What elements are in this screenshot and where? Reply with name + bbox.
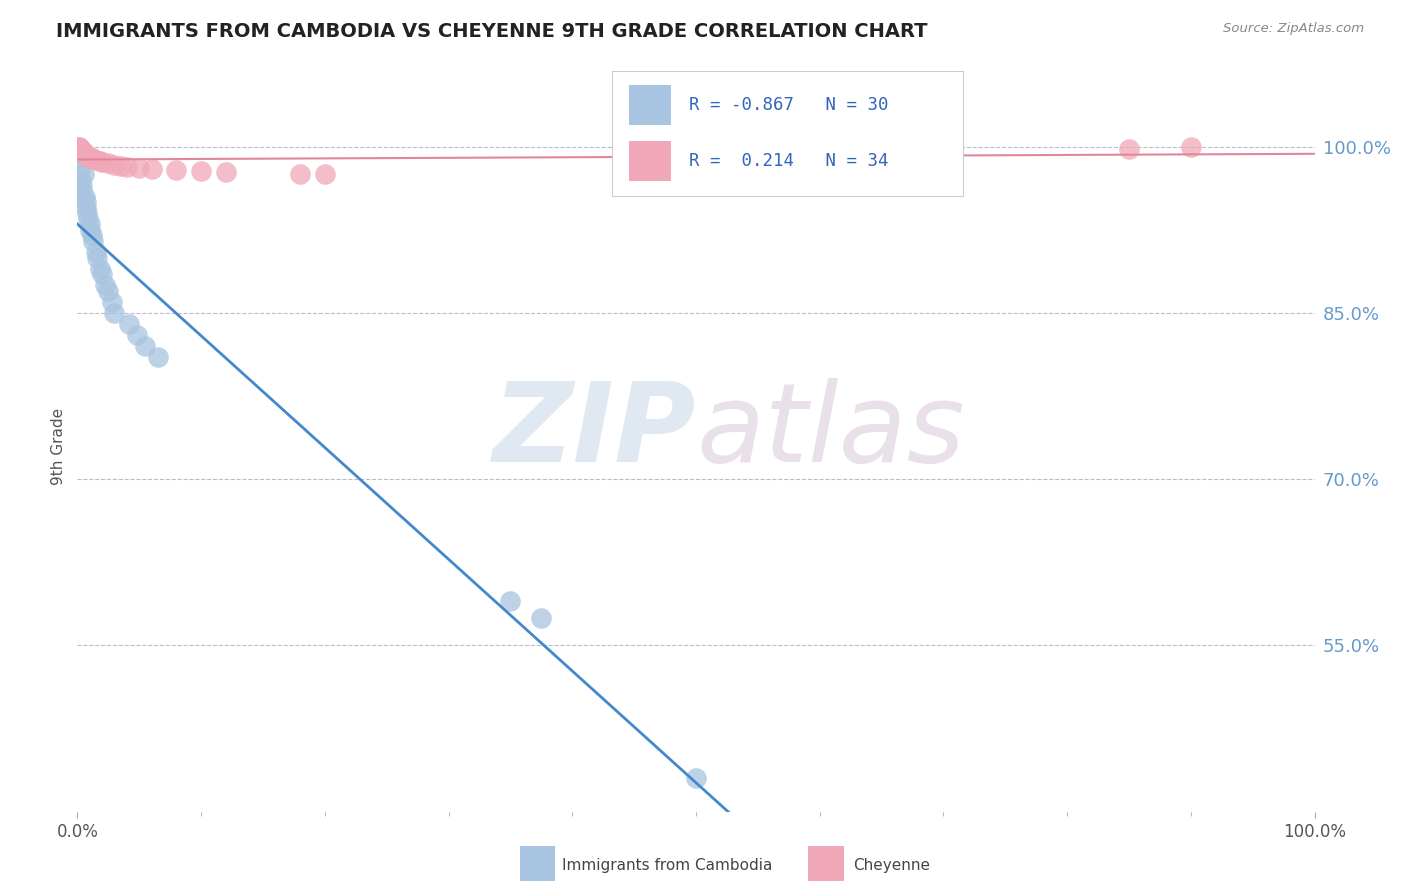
Point — [69, 151, 91, 165]
Point — [72, 145, 94, 159]
Point — [79, 218, 101, 232]
Point — [76, 148, 98, 162]
Point — [72, 146, 94, 161]
Point — [146, 351, 169, 365]
Point — [89, 261, 111, 276]
Text: ZIP: ZIP — [492, 378, 696, 485]
Point — [72, 145, 94, 160]
Point — [80, 151, 103, 165]
Point — [77, 211, 100, 226]
Text: R = -0.867   N = 30: R = -0.867 N = 30 — [689, 96, 889, 114]
Point — [75, 147, 97, 161]
Point — [82, 151, 104, 165]
Point — [89, 154, 111, 169]
Point — [72, 178, 94, 193]
Y-axis label: 9th Grade: 9th Grade — [51, 408, 66, 484]
Point — [110, 159, 132, 173]
Point — [103, 306, 125, 320]
Point — [67, 140, 90, 154]
Point — [1180, 140, 1202, 154]
Text: R =  0.214   N = 34: R = 0.214 N = 34 — [689, 153, 889, 170]
Point — [77, 148, 100, 162]
Point — [69, 141, 91, 155]
Point — [73, 147, 96, 161]
Point — [70, 143, 93, 157]
Text: Source: ZipAtlas.com: Source: ZipAtlas.com — [1223, 22, 1364, 36]
Point — [91, 267, 114, 281]
Point — [82, 234, 104, 248]
Point — [103, 157, 125, 171]
Point — [530, 611, 553, 625]
Point — [101, 294, 124, 309]
Point — [215, 165, 238, 179]
Point — [67, 140, 90, 154]
Point — [72, 184, 94, 198]
Point — [84, 245, 107, 260]
Point — [932, 147, 955, 161]
Point — [82, 152, 104, 166]
Point — [79, 223, 101, 237]
Point — [134, 339, 156, 353]
Point — [69, 142, 91, 156]
Point — [125, 328, 148, 343]
Text: Cheyenne: Cheyenne — [853, 858, 931, 872]
Text: atlas: atlas — [696, 378, 965, 485]
Point — [314, 168, 336, 182]
Point — [86, 251, 108, 265]
Point — [76, 206, 98, 220]
Point — [685, 772, 707, 786]
Point — [84, 153, 107, 167]
Point — [75, 201, 97, 215]
Point — [190, 164, 212, 178]
Point — [72, 168, 94, 182]
Point — [97, 156, 120, 170]
Point — [499, 594, 522, 608]
FancyBboxPatch shape — [630, 85, 672, 125]
Point — [288, 168, 311, 182]
Point — [79, 150, 101, 164]
Point — [808, 151, 831, 165]
Point — [118, 317, 141, 331]
Point — [97, 284, 120, 298]
FancyBboxPatch shape — [630, 141, 672, 181]
Point — [73, 189, 96, 203]
Text: IMMIGRANTS FROM CAMBODIA VS CHEYENNE 9TH GRADE CORRELATION CHART: IMMIGRANTS FROM CAMBODIA VS CHEYENNE 9TH… — [56, 22, 928, 41]
Point — [75, 195, 97, 210]
Point — [93, 278, 115, 293]
Point — [82, 228, 104, 243]
Point — [165, 163, 187, 178]
Point — [70, 173, 93, 187]
Text: Immigrants from Cambodia: Immigrants from Cambodia — [562, 858, 773, 872]
Point — [128, 161, 150, 175]
Point — [115, 160, 138, 174]
Point — [69, 161, 91, 176]
Point — [91, 155, 114, 169]
Point — [1118, 142, 1140, 156]
Point — [141, 161, 163, 176]
